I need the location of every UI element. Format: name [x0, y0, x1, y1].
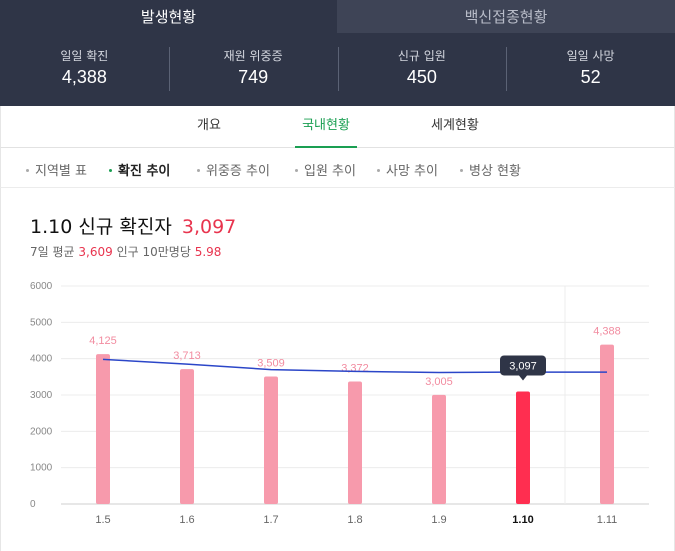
avg-value: 3,609 [78, 245, 113, 259]
tab-vaccination-status[interactable]: 백신접종현황 [337, 0, 675, 33]
subtab-label: 사망 추이 [386, 164, 438, 179]
y-tick-label: 6000 [30, 281, 53, 292]
x-tick-label: 1.7 [263, 514, 278, 526]
data-label: 4,388 [593, 326, 621, 338]
subtab-confirmed-trend[interactable]: 확진 추이 [109, 160, 170, 179]
chart-subline: 7일 평균 3,609 인구 10만명당 5.98 [30, 243, 221, 260]
x-tick-label: 1.11 [597, 514, 618, 526]
headline-label: 신규 확진자 [78, 216, 172, 238]
stats-row: 일일 확진 4,388 재원 위중증 749 신규 입원 450 일일 사망 5… [0, 33, 675, 106]
data-label: 3,372 [341, 362, 369, 374]
stat-daily-deaths: 일일 사망 52 [506, 33, 675, 106]
bar [348, 381, 362, 504]
stat-label: 일일 확진 [60, 49, 109, 63]
pop-value: 5.98 [194, 245, 222, 259]
headline-date: 1.10 [30, 216, 73, 238]
subtab-label: 확진 추이 [118, 164, 171, 179]
bar [600, 344, 614, 504]
subtab-death-trend[interactable]: 사망 추이 [377, 160, 438, 179]
tab-outbreak-status[interactable]: 발생현황 [0, 0, 337, 33]
stat-label: 일일 사망 [566, 49, 615, 63]
chart-headline: 1.10 신규 확진자 3,097 [30, 212, 236, 239]
y-tick-label: 3000 [30, 390, 53, 401]
y-tick-label: 0 [30, 499, 36, 510]
subtab-label: 입원 추이 [304, 164, 356, 179]
bullet-icon [377, 169, 380, 172]
stat-critical: 재원 위중증 749 [168, 33, 338, 106]
bar [96, 354, 110, 504]
top-tabs: 발생현황 백신접종현황 [0, 0, 675, 33]
bar [180, 369, 194, 504]
tab-overview[interactable]: 개요 [197, 118, 221, 133]
data-label: 3,005 [425, 376, 453, 388]
tooltip-pointer [519, 375, 527, 381]
tooltip-box [500, 355, 546, 376]
stat-new-admissions: 신규 입원 450 [337, 33, 507, 106]
bar [432, 394, 446, 504]
x-tick-label: 1.5 [95, 514, 110, 526]
x-tick-label: 1.8 [347, 514, 362, 526]
stat-value: 4,388 [61, 67, 107, 87]
subtab-critical-trend[interactable]: 위중증 추이 [197, 160, 270, 179]
bullet-icon [460, 169, 463, 172]
bullet-icon [109, 169, 112, 172]
x-tick-label: 1.10 [512, 514, 533, 526]
y-tick-label: 4000 [30, 354, 53, 365]
subtab-admission-trend[interactable]: 입원 추이 [295, 160, 356, 179]
bar [516, 391, 530, 504]
subtab-label: 병상 현황 [469, 164, 521, 179]
confirmed-trend-chart: 0 1000 2000 3000 4000 5000 6000 4,125 3,713 3,509… [30, 281, 649, 526]
stat-value: 749 [238, 67, 269, 87]
headline-value: 3,097 [181, 216, 237, 238]
stat-value: 52 [580, 67, 601, 87]
subtab-label: 위중증 추이 [206, 164, 270, 179]
x-tick-label: 1.6 [179, 514, 194, 526]
bullet-icon [197, 169, 200, 172]
pop-label: 인구 10만명당 [116, 245, 191, 259]
stat-label: 재원 위중증 [223, 49, 283, 63]
data-label: 4,125 [89, 335, 117, 347]
y-tick-label: 1000 [30, 463, 53, 474]
subtab-region-table[interactable]: 지역별 표 [26, 160, 87, 179]
stat-daily-confirmed: 일일 확진 4,388 [0, 33, 169, 106]
data-label: 3,509 [257, 358, 285, 370]
sub-tabs: 지역별 표 확진 추이 위중증 추이 입원 추이 사망 추이 병상 현황 [0, 148, 675, 188]
tooltip-value: 3,097 [509, 360, 537, 372]
subtab-label: 지역별 표 [35, 164, 87, 179]
tab-world[interactable]: 세계현황 [431, 118, 479, 133]
y-tick-label: 2000 [30, 426, 53, 437]
stat-label: 신규 입원 [397, 49, 446, 63]
x-tick-label: 1.9 [431, 514, 446, 526]
section-tabs: 개요 국내현황 세계현황 [0, 106, 675, 148]
tab-domestic[interactable]: 국내현황 [295, 106, 357, 148]
subtab-bed-status[interactable]: 병상 현황 [460, 160, 521, 179]
bullet-icon [295, 169, 298, 172]
chart-section: 1.10 신규 확진자 3,097 7일 평균 3,609 인구 10만명당 5… [0, 188, 675, 551]
stats-panel: 발생현황 백신접종현황 일일 확진 4,388 재원 위중증 749 신규 입원… [0, 0, 675, 106]
avg-label: 7일 평균 [30, 245, 75, 259]
bar [264, 376, 278, 504]
stat-value: 450 [406, 67, 437, 87]
bullet-icon [26, 169, 29, 172]
data-label: 3,713 [173, 350, 201, 362]
y-tick-label: 5000 [30, 317, 53, 328]
